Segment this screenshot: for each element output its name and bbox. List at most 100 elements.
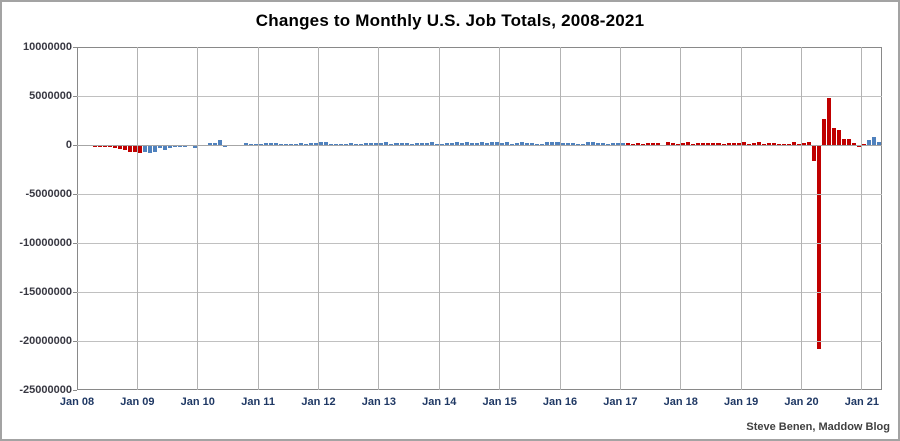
bar-month	[107, 145, 112, 148]
bar-month	[419, 143, 424, 145]
y-tick-label: 0	[65, 138, 72, 151]
bar-month	[359, 143, 364, 145]
y-tick-label: 10000000	[23, 40, 72, 53]
x-tick-label: Jan 13	[361, 396, 396, 408]
bar-month	[575, 143, 580, 145]
bar-month	[595, 143, 600, 145]
gridline-vertical	[378, 47, 380, 390]
bar-month	[771, 143, 776, 145]
bar-month	[525, 142, 530, 145]
attribution-credit: Steve Benen, Maddow Blog	[746, 421, 890, 433]
y-tick-mark	[73, 389, 77, 391]
gridline-vertical	[619, 47, 621, 390]
bar-month	[152, 145, 157, 152]
bar-month	[656, 143, 661, 145]
bar-month	[847, 138, 852, 145]
x-tick-label: Jan 11	[241, 396, 275, 408]
bar-month	[570, 143, 575, 145]
bar-month	[117, 145, 122, 150]
bar-month	[258, 143, 263, 145]
bar-month	[786, 143, 791, 145]
bar-month	[500, 143, 505, 145]
gridline-vertical	[257, 47, 259, 390]
bar-month	[781, 143, 786, 145]
bar-month	[540, 143, 545, 145]
y-tick-mark	[73, 144, 77, 146]
gridline-vertical	[680, 47, 682, 390]
bar-month	[807, 142, 812, 145]
bar-month	[203, 145, 208, 146]
bar-month	[701, 142, 706, 145]
bar-month	[112, 145, 117, 148]
x-tick-label: Jan 21	[844, 396, 879, 408]
bar-month	[399, 143, 404, 145]
y-tick-label: -15000000	[19, 285, 72, 298]
bar-month	[394, 143, 399, 145]
bar-month	[545, 141, 550, 145]
bar-month	[364, 142, 369, 145]
bar-month	[726, 142, 731, 145]
bar-month	[273, 142, 278, 145]
bar-month	[319, 142, 324, 145]
bar-month	[661, 145, 666, 146]
bar-month	[857, 145, 862, 148]
bar-month	[741, 142, 746, 145]
bar-month	[464, 142, 469, 145]
bar-month	[716, 143, 721, 145]
bar-month	[791, 142, 796, 145]
bar-month	[92, 145, 97, 148]
bar-month	[822, 118, 827, 145]
bar-month	[721, 143, 726, 145]
bar-month	[329, 143, 334, 145]
x-tick-label: Jan 08	[59, 396, 95, 408]
bar-month	[620, 142, 625, 145]
bar-month	[686, 141, 691, 145]
bar-month	[218, 139, 223, 145]
bar-month	[495, 141, 500, 145]
gridline-vertical	[801, 47, 802, 390]
bar-month	[439, 143, 444, 145]
bar-month	[646, 142, 651, 145]
bar-month	[711, 143, 716, 145]
bar-month	[706, 142, 711, 145]
bar-month	[590, 142, 595, 145]
y-tick-label: -25000000	[19, 383, 72, 396]
bar-month	[414, 143, 419, 145]
bar-month	[837, 130, 842, 145]
bar-month	[691, 143, 696, 145]
y-tick-mark	[73, 242, 77, 244]
gridline-vertical	[197, 47, 199, 390]
y-tick-label: -20000000	[19, 334, 72, 347]
bar-month	[228, 145, 233, 146]
bar-month	[137, 145, 142, 153]
bar-month	[193, 145, 198, 148]
y-tick-mark	[73, 95, 77, 97]
gridline-horizontal	[77, 291, 882, 293]
bar-month	[379, 143, 384, 145]
bar-month	[142, 145, 147, 152]
bar-month	[530, 142, 535, 145]
y-tick-mark	[73, 193, 77, 195]
bar-month	[565, 142, 570, 145]
bar-month	[474, 143, 479, 145]
bar-month	[268, 142, 273, 145]
gridline-horizontal	[77, 95, 882, 97]
bar-month	[610, 143, 615, 145]
bar-month	[560, 143, 565, 145]
bar-month	[178, 145, 183, 148]
bar-month	[817, 145, 822, 349]
bar-month	[163, 145, 168, 150]
bar-month	[102, 145, 107, 147]
bar-month	[308, 143, 313, 145]
x-tick-label: Jan 17	[603, 396, 638, 408]
bar-month	[812, 145, 817, 162]
gridline-vertical	[559, 47, 561, 390]
bar-month	[469, 142, 474, 145]
bar-month	[696, 143, 701, 145]
bar-month	[233, 145, 238, 146]
bar-month	[515, 143, 520, 145]
bar-month	[872, 137, 877, 145]
bar-month	[158, 145, 163, 149]
bar-month	[127, 145, 132, 153]
bar-month	[585, 142, 590, 145]
